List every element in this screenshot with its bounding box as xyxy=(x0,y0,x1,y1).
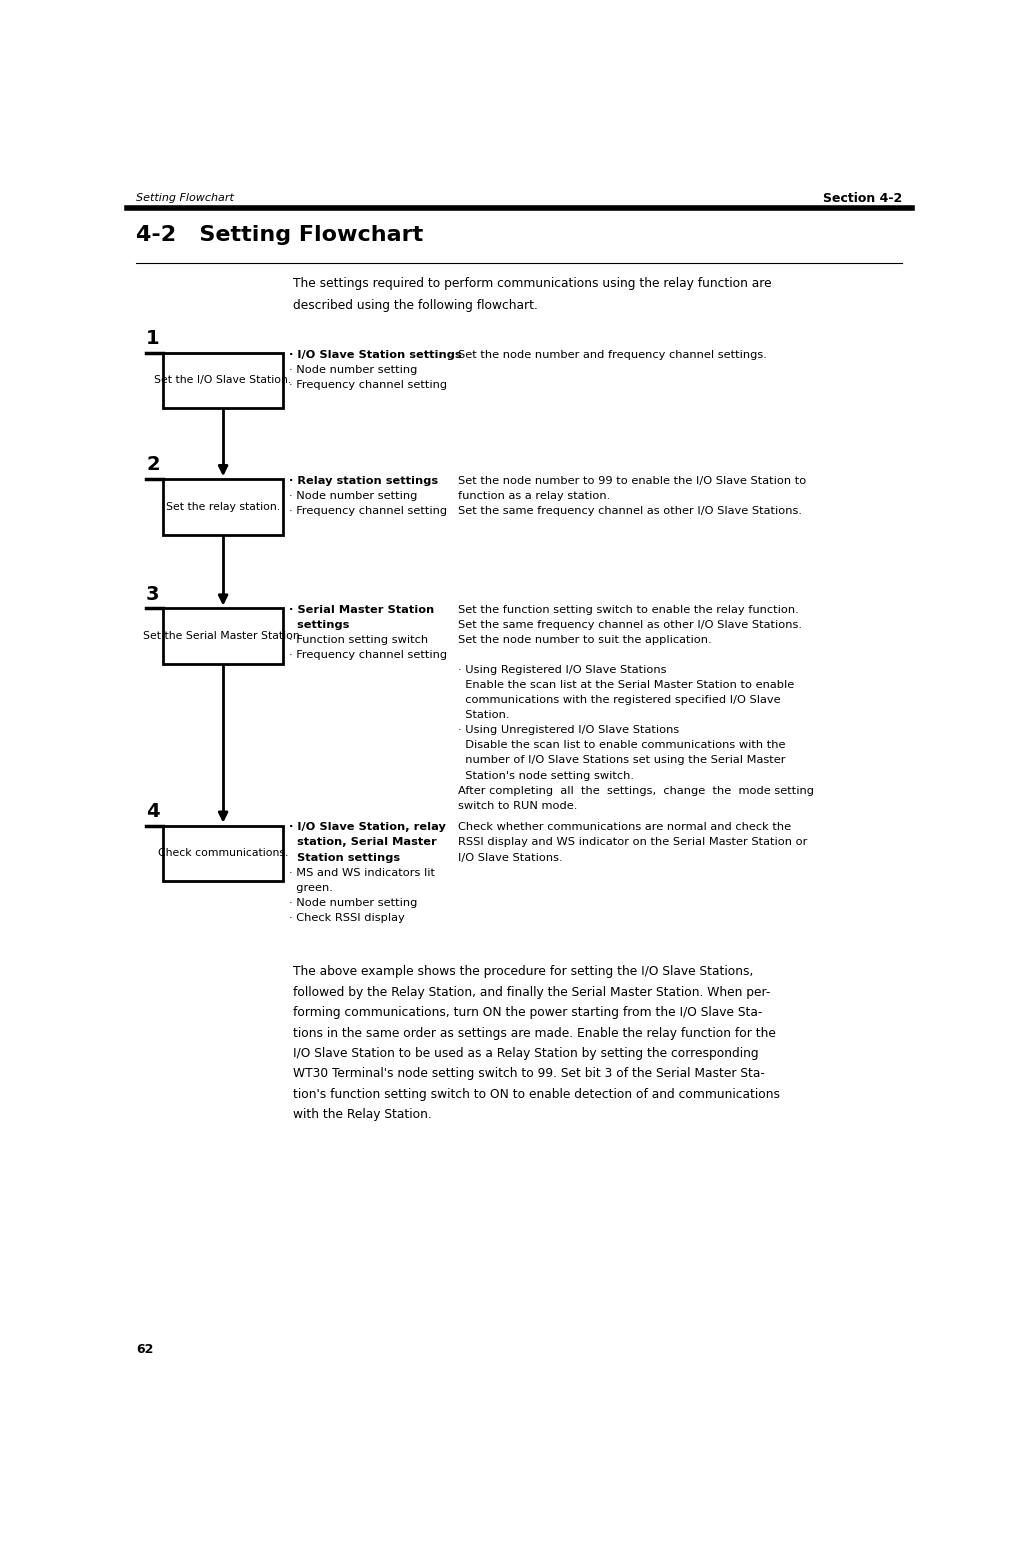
Text: Disable the scan list to enable communications with the: Disable the scan list to enable communic… xyxy=(458,741,786,750)
Text: tion's function setting switch to ON to enable detection of and communications: tion's function setting switch to ON to … xyxy=(293,1088,780,1100)
Text: · Check RSSI display: · Check RSSI display xyxy=(290,912,405,923)
Text: Station.: Station. xyxy=(458,710,510,721)
Text: · Frequency channel setting: · Frequency channel setting xyxy=(290,650,448,661)
Text: Set the same frequency channel as other I/O Slave Stations.: Set the same frequency channel as other … xyxy=(458,621,802,630)
Text: communications with the registered specified I/O Slave: communications with the registered speci… xyxy=(458,695,781,706)
Text: followed by the Relay Station, and finally the Serial Master Station. When per-: followed by the Relay Station, and final… xyxy=(293,986,771,999)
Text: Check communications.: Check communications. xyxy=(158,848,289,858)
Text: · Frequency channel setting: · Frequency channel setting xyxy=(290,379,448,390)
Text: settings: settings xyxy=(290,621,349,630)
Text: · Node number setting: · Node number setting xyxy=(290,897,417,908)
Text: · I/O Slave Station, relay: · I/O Slave Station, relay xyxy=(290,823,447,832)
Text: Station's node setting switch.: Station's node setting switch. xyxy=(458,770,634,780)
Text: forming communications, turn ON the power starting from the I/O Slave Sta-: forming communications, turn ON the powe… xyxy=(293,1006,763,1019)
Text: Setting Flowchart: Setting Flowchart xyxy=(136,193,234,203)
Text: · Using Unregistered I/O Slave Stations: · Using Unregistered I/O Slave Stations xyxy=(458,726,680,735)
Text: · Relay station settings: · Relay station settings xyxy=(290,476,439,485)
Text: The above example shows the procedure for setting the I/O Slave Stations,: The above example shows the procedure fo… xyxy=(293,965,754,979)
Text: · Serial Master Station: · Serial Master Station xyxy=(290,606,435,615)
Text: The settings required to perform communications using the relay function are: The settings required to perform communi… xyxy=(293,277,772,290)
Text: Set the I/O Slave Station.: Set the I/O Slave Station. xyxy=(155,376,292,385)
Text: described using the following flowchart.: described using the following flowchart. xyxy=(293,299,538,311)
Text: function as a relay station.: function as a relay station. xyxy=(458,492,611,501)
Text: · Node number setting: · Node number setting xyxy=(290,365,417,374)
Bar xyxy=(163,826,284,881)
Text: · Node number setting: · Node number setting xyxy=(290,492,417,501)
Text: Section 4-2: Section 4-2 xyxy=(824,191,903,205)
Bar xyxy=(163,609,284,664)
Text: Enable the scan list at the Serial Master Station to enable: Enable the scan list at the Serial Maste… xyxy=(458,681,794,690)
Text: Set the node number and frequency channel settings.: Set the node number and frequency channe… xyxy=(458,350,767,359)
Text: · I/O Slave Station settings: · I/O Slave Station settings xyxy=(290,350,462,359)
Text: 4: 4 xyxy=(146,801,160,821)
Text: 62: 62 xyxy=(136,1344,153,1356)
Bar xyxy=(163,353,284,408)
Text: Set the relay station.: Set the relay station. xyxy=(166,502,281,512)
Text: with the Relay Station.: with the Relay Station. xyxy=(293,1108,432,1122)
Text: Set the node number to 99 to enable the I/O Slave Station to: Set the node number to 99 to enable the … xyxy=(458,476,806,485)
Text: 4-2   Setting Flowchart: 4-2 Setting Flowchart xyxy=(136,225,423,245)
Text: 1: 1 xyxy=(146,330,160,348)
Text: I/O Slave Station to be used as a Relay Station by setting the corresponding: I/O Slave Station to be used as a Relay … xyxy=(293,1046,759,1060)
Text: After completing  all  the  settings,  change  the  mode setting: After completing all the settings, chang… xyxy=(458,786,814,795)
Bar xyxy=(163,479,284,535)
Text: Set the node number to suit the application.: Set the node number to suit the applicat… xyxy=(458,635,712,646)
Text: switch to RUN mode.: switch to RUN mode. xyxy=(458,800,577,811)
Text: RSSI display and WS indicator on the Serial Master Station or: RSSI display and WS indicator on the Ser… xyxy=(458,837,807,848)
Text: station, Serial Master: station, Serial Master xyxy=(290,837,438,848)
Text: · Frequency channel setting: · Frequency channel setting xyxy=(290,505,448,516)
Text: Set the same frequency channel as other I/O Slave Stations.: Set the same frequency channel as other … xyxy=(458,505,802,516)
Text: WT30 Terminal's node setting switch to 99. Set bit 3 of the Serial Master Sta-: WT30 Terminal's node setting switch to 9… xyxy=(293,1068,765,1080)
Text: Check whether communications are normal and check the: Check whether communications are normal … xyxy=(458,823,791,832)
Text: number of I/O Slave Stations set using the Serial Master: number of I/O Slave Stations set using t… xyxy=(458,755,786,766)
Text: tions in the same order as settings are made. Enable the relay function for the: tions in the same order as settings are … xyxy=(293,1026,776,1040)
Text: 3: 3 xyxy=(146,584,159,604)
Text: · MS and WS indicators lit: · MS and WS indicators lit xyxy=(290,868,436,877)
Text: I/O Slave Stations.: I/O Slave Stations. xyxy=(458,852,563,863)
Text: · Using Registered I/O Slave Stations: · Using Registered I/O Slave Stations xyxy=(458,666,667,675)
Text: · Function setting switch: · Function setting switch xyxy=(290,635,428,646)
Text: green.: green. xyxy=(290,883,333,892)
Text: 2: 2 xyxy=(146,456,160,475)
Text: Station settings: Station settings xyxy=(290,852,400,863)
Text: Set the function setting switch to enable the relay function.: Set the function setting switch to enabl… xyxy=(458,606,799,615)
Text: Set the Serial Master Station.: Set the Serial Master Station. xyxy=(143,632,303,641)
